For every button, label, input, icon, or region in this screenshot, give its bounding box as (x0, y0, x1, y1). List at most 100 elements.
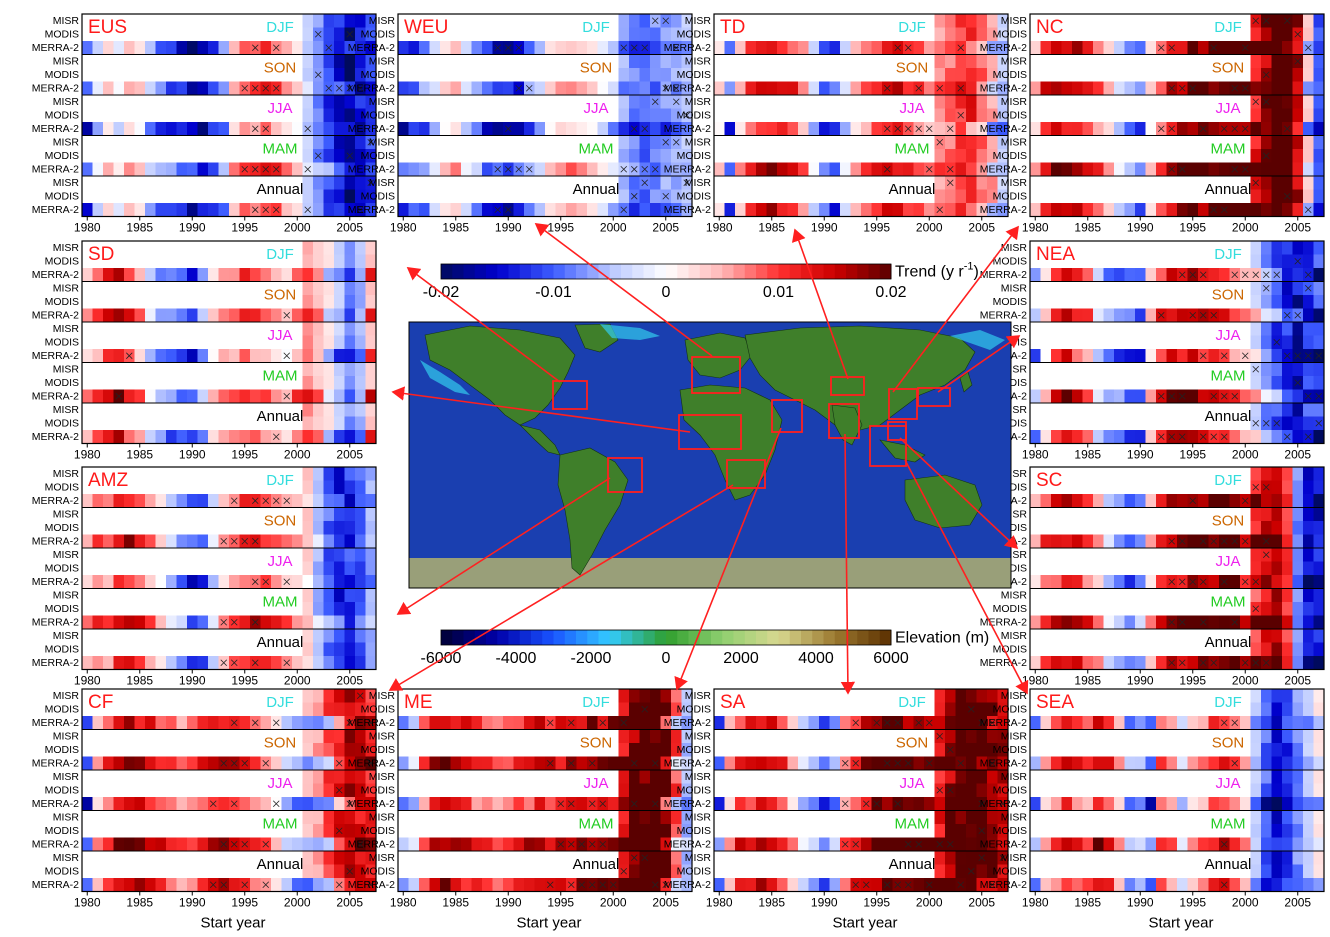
cell-merra2 (1303, 494, 1314, 508)
cell-merra2 (597, 41, 609, 55)
cell-modis (313, 783, 324, 797)
cell-merra2 (1114, 162, 1125, 176)
cell-merra2 (819, 716, 830, 730)
cell-merra2 (229, 81, 240, 95)
colorbar-swatch (486, 630, 498, 645)
cell-modis (1261, 642, 1272, 656)
cell-merra2 (355, 615, 366, 629)
cell-merra2 (229, 308, 240, 322)
cell-merra2 (1030, 349, 1041, 363)
cell-modis (1303, 149, 1314, 163)
colorbar-swatch (879, 264, 892, 279)
cell-merra2 (166, 81, 177, 95)
cell-misr (1261, 810, 1272, 824)
cell-merra2 (92, 268, 104, 282)
cell-misr (1261, 629, 1272, 643)
colorbar-tick-label: 2000 (723, 650, 759, 667)
cell-merra2 (1114, 430, 1125, 444)
cell-merra2 (1135, 203, 1146, 217)
cell-merra2 (1145, 389, 1157, 403)
cell-misr (365, 322, 377, 336)
colorbar-swatch (474, 264, 487, 279)
cell-merra2 (134, 389, 146, 403)
row-label-modis: MODIS (677, 744, 711, 756)
cell-merra2 (1187, 430, 1199, 444)
row-label-merra-2: MERRA-2 (664, 717, 711, 729)
cell-merra2 (819, 41, 830, 55)
significance-mark (272, 44, 280, 52)
cell-merra2 (187, 756, 198, 770)
cell-misr (671, 810, 682, 824)
cell-merra2 (1292, 389, 1304, 403)
cell-merra2 (681, 81, 693, 95)
significance-mark (1178, 84, 1186, 92)
cell-merra2 (1313, 41, 1325, 55)
cell-merra2 (808, 837, 820, 851)
cell-misr (334, 54, 345, 68)
cell-merra2 (155, 494, 167, 508)
significance-mark (620, 867, 628, 875)
significance-mark (262, 497, 270, 505)
cell-misr (639, 95, 651, 109)
significance-mark (1241, 497, 1249, 505)
cell-merra2 (355, 494, 366, 508)
row-label-modis: MODIS (993, 150, 1027, 162)
significance-mark (662, 192, 670, 200)
significance-mark (262, 578, 270, 586)
cell-modis (639, 27, 651, 41)
x-tick-label: 1980 (1022, 221, 1049, 235)
cell-modis (365, 376, 377, 390)
cell-modis (671, 743, 682, 757)
cell-merra2 (850, 81, 862, 95)
cell-merra2 (1156, 656, 1167, 670)
colorbar-title-main: Trend (y r (895, 264, 964, 281)
cell-merra2 (966, 797, 977, 811)
cell-merra2 (808, 203, 820, 217)
cell-modis (1250, 561, 1262, 575)
cell-merra2 (924, 41, 935, 55)
cell-misr (355, 54, 366, 68)
cell-merra2 (597, 756, 609, 770)
cell-merra2 (355, 268, 366, 282)
row-label-modis: MODIS (45, 191, 79, 203)
cell-merra2 (302, 308, 314, 322)
row-label-modis: MODIS (361, 150, 395, 162)
cell-merra2 (1114, 534, 1125, 548)
cell-misr (1292, 403, 1304, 417)
cell-merra2 (681, 203, 693, 217)
significance-mark (220, 881, 228, 889)
row-label-misr: MISR (685, 852, 712, 864)
cell-merra2 (681, 716, 693, 730)
cell-modis (1303, 864, 1314, 878)
cell-merra2 (1156, 716, 1167, 730)
panel-frame (1029, 688, 1325, 893)
cell-merra2 (82, 349, 93, 363)
cell-misr (1282, 548, 1293, 562)
x-tick-label: 1985 (126, 896, 153, 910)
cell-merra2 (1240, 203, 1251, 217)
cell-modis (313, 376, 324, 390)
cell-misr (966, 770, 977, 784)
cell-modis (1292, 521, 1304, 535)
cell-modis (966, 824, 977, 838)
cell-merra2 (145, 122, 156, 136)
cell-misr (1303, 689, 1314, 703)
significance-mark (957, 759, 965, 767)
significance-mark (272, 497, 280, 505)
cell-misr (945, 770, 956, 784)
cell-merra2 (408, 162, 420, 176)
cell-merra2 (1061, 837, 1073, 851)
cell-misr (618, 54, 630, 68)
significance-mark (251, 578, 259, 586)
significance-mark (567, 881, 575, 889)
cell-merra2 (735, 756, 746, 770)
row-label-misr: MISR (369, 177, 396, 189)
significance-mark (504, 206, 512, 214)
cell-merra2 (1082, 575, 1094, 589)
cell-merra2 (1145, 81, 1157, 95)
cell-merra2 (197, 575, 209, 589)
cell-modis (1292, 68, 1304, 82)
cell-modis (313, 824, 324, 838)
cell-merra2 (1313, 268, 1325, 282)
cell-misr (1303, 588, 1314, 602)
